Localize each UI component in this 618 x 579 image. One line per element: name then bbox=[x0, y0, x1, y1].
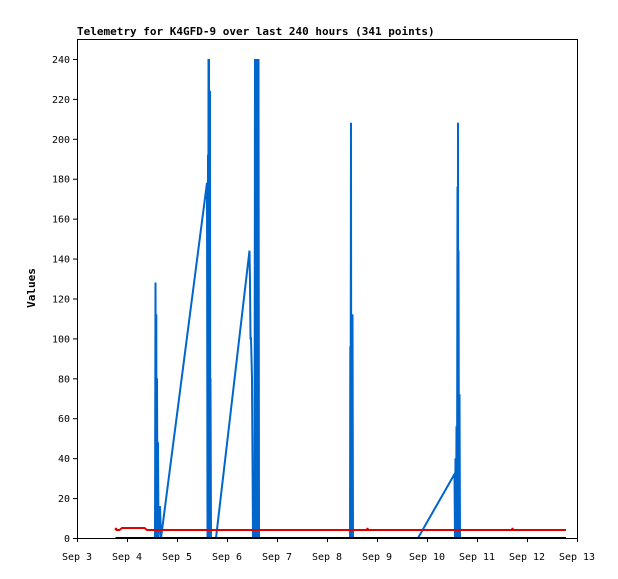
x-tick-label: Sep 3 bbox=[62, 552, 92, 563]
x-tick-label: Sep 4 bbox=[112, 552, 142, 563]
plot-frame bbox=[77, 39, 578, 539]
y-tick-label: 160 bbox=[52, 215, 70, 226]
x-tick-label: Sep 11 bbox=[459, 552, 495, 563]
series-line-1 bbox=[154, 58, 461, 539]
plot-area bbox=[114, 58, 566, 539]
y-tick-label: 120 bbox=[52, 294, 70, 305]
y-tick-label: 240 bbox=[52, 55, 70, 66]
y-axis-label: Values bbox=[25, 268, 38, 308]
series-line-2 bbox=[114, 527, 566, 531]
x-tick-label: Sep 12 bbox=[509, 552, 545, 563]
x-tick-label: Sep 5 bbox=[162, 552, 192, 563]
y-axis: 0 20 40 60 80 100 120 140 160 180 200 220 240 bbox=[52, 55, 77, 545]
y-tick-label: 40 bbox=[58, 454, 70, 465]
x-tick-label: Sep 13 bbox=[559, 552, 595, 563]
y-tick-label: 200 bbox=[52, 135, 70, 146]
y-tick-label: 0 bbox=[64, 534, 70, 545]
y-tick-label: 20 bbox=[58, 494, 70, 505]
x-tick-label: Sep 8 bbox=[312, 552, 342, 563]
x-tick-label: Sep 10 bbox=[409, 552, 445, 563]
y-tick-label: 220 bbox=[52, 95, 70, 106]
y-tick-label: 180 bbox=[52, 175, 70, 186]
y-tick-label: 60 bbox=[58, 414, 70, 425]
y-tick-label: 140 bbox=[52, 255, 70, 266]
x-tick-label: Sep 7 bbox=[262, 552, 292, 563]
y-tick-label: 80 bbox=[58, 374, 70, 385]
y-tick-label: 100 bbox=[52, 334, 70, 345]
x-axis: Sep 3 Sep 4 Sep 5 Sep 6 Sep 7 Sep 8 Sep 9 Sep 1… bbox=[62, 538, 595, 563]
x-tick-label: Sep 9 bbox=[362, 552, 392, 563]
chart-title: Telemetry for K4GFD-9 over last 240 hour… bbox=[77, 25, 435, 38]
x-tick-label: Sep 6 bbox=[212, 552, 242, 563]
